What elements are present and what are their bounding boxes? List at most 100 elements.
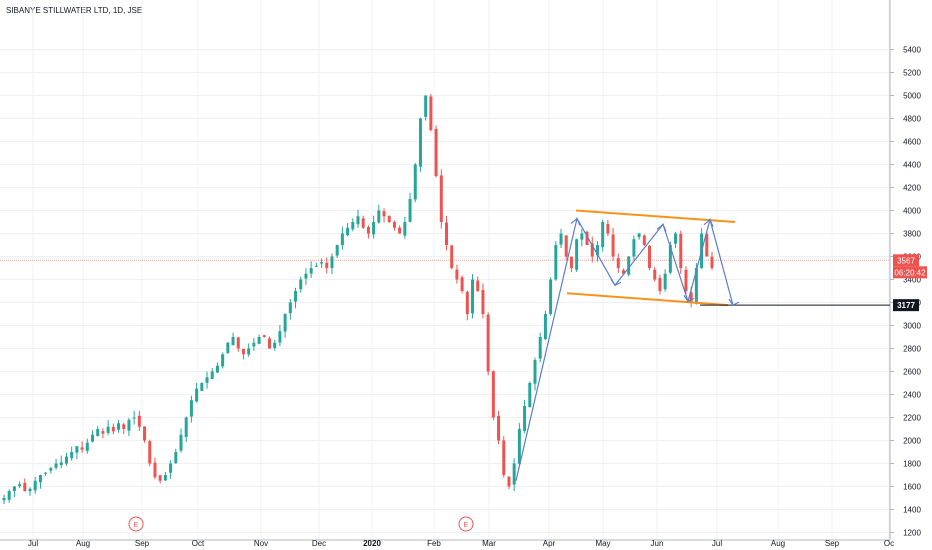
x-tick-label: Mar — [482, 539, 496, 548]
channel-top-line — [575, 209, 736, 223]
level-value: 3177 — [897, 301, 915, 310]
candle-body — [80, 447, 84, 450]
y-tick-label: 3800 — [903, 230, 921, 239]
grid — [0, 0, 890, 540]
candle-body — [7, 491, 11, 500]
candle-body — [346, 227, 350, 236]
candle-body — [278, 331, 282, 343]
candle-body — [424, 95, 428, 117]
candle-body — [486, 314, 490, 372]
candle-body — [184, 417, 188, 437]
x-tick-label: 2020 — [363, 539, 381, 548]
candle-body — [705, 233, 709, 257]
y-tick-label: 1800 — [903, 460, 921, 469]
candle-body — [637, 233, 641, 238]
candle-body — [481, 290, 485, 314]
candle-body — [241, 348, 245, 355]
earnings-marker-label: E — [464, 522, 469, 529]
candle-body — [18, 484, 22, 487]
y-tick-label: 4600 — [903, 138, 921, 147]
candle-body — [174, 452, 178, 464]
arrow-head — [703, 218, 714, 227]
y-tick-label: 1400 — [903, 506, 921, 515]
candle-body — [622, 270, 625, 274]
candle-body — [262, 335, 266, 337]
candle-body — [366, 227, 370, 234]
candle-body — [38, 475, 42, 483]
candle-body — [434, 128, 438, 176]
arrow-head — [610, 278, 622, 287]
candle-body — [153, 462, 157, 478]
candle-body — [569, 256, 573, 268]
x-tick-label: Aug — [771, 539, 785, 548]
candle-body — [575, 239, 579, 270]
x-tick-label: Sep — [825, 539, 840, 548]
y-tick-label: 5200 — [903, 69, 921, 78]
candle-body — [455, 269, 459, 280]
x-tick-label: Oc — [884, 539, 894, 548]
candle-body — [689, 292, 693, 303]
last-price-value: 3567 — [897, 256, 915, 265]
candle-body — [710, 256, 714, 268]
candle-body — [606, 224, 610, 234]
candle-body — [132, 417, 136, 419]
candle-body — [403, 222, 407, 236]
earnings-marker — [458, 516, 474, 532]
candle-body — [590, 243, 594, 257]
candle-body — [143, 426, 147, 441]
candle-body — [528, 383, 532, 408]
earnings-marker — [128, 516, 144, 532]
candle-body — [523, 406, 527, 431]
candle-body — [23, 482, 27, 492]
drawing-tools — [515, 209, 890, 481]
candle-body — [632, 239, 636, 257]
candle-body — [294, 291, 298, 302]
candle-body — [70, 452, 74, 459]
candle-body — [96, 429, 100, 437]
candle-body — [533, 360, 537, 384]
candle-body — [210, 371, 214, 379]
y-tick-label: 4800 — [903, 115, 921, 124]
x-tick-label: Jul — [28, 539, 38, 548]
candle-body — [215, 365, 219, 373]
candle-body — [377, 210, 381, 223]
candle-body — [564, 235, 568, 257]
candle-body — [382, 211, 386, 217]
candle-body — [268, 338, 271, 349]
y-tick-label: 2600 — [903, 368, 921, 377]
candle-body — [674, 233, 678, 244]
candle-body — [169, 463, 173, 473]
y-tick-label: 4000 — [903, 207, 921, 216]
level-badge — [893, 299, 919, 312]
candle-body — [309, 268, 313, 274]
candle-body — [679, 233, 683, 268]
candle-body — [117, 423, 121, 430]
candle-body — [512, 463, 516, 485]
candle-body — [356, 216, 360, 225]
candle-body — [195, 388, 199, 402]
candle-body — [361, 218, 365, 228]
candle-body — [75, 446, 79, 453]
candle-body — [684, 269, 688, 291]
candle-body — [252, 342, 256, 347]
candle-body — [49, 468, 53, 471]
candle-body — [502, 440, 506, 475]
arrow-head — [728, 298, 740, 306]
candle-body — [304, 273, 308, 279]
y-tick-label: 3400 — [903, 276, 921, 285]
x-tick-label: Jun — [651, 539, 664, 548]
candle-body — [507, 476, 511, 487]
candle-body — [226, 342, 230, 353]
candle-body — [85, 442, 89, 451]
candle-body — [148, 441, 152, 464]
candle-body — [517, 429, 521, 464]
y-tick-label: 2200 — [903, 414, 921, 423]
y-tick-label: 4200 — [903, 184, 921, 193]
candle-body — [642, 235, 646, 245]
candle-body — [554, 245, 558, 280]
candle-body — [559, 233, 563, 245]
candle-body — [33, 480, 37, 491]
candle-body — [101, 431, 105, 434]
channel-bottom-line — [566, 292, 729, 307]
